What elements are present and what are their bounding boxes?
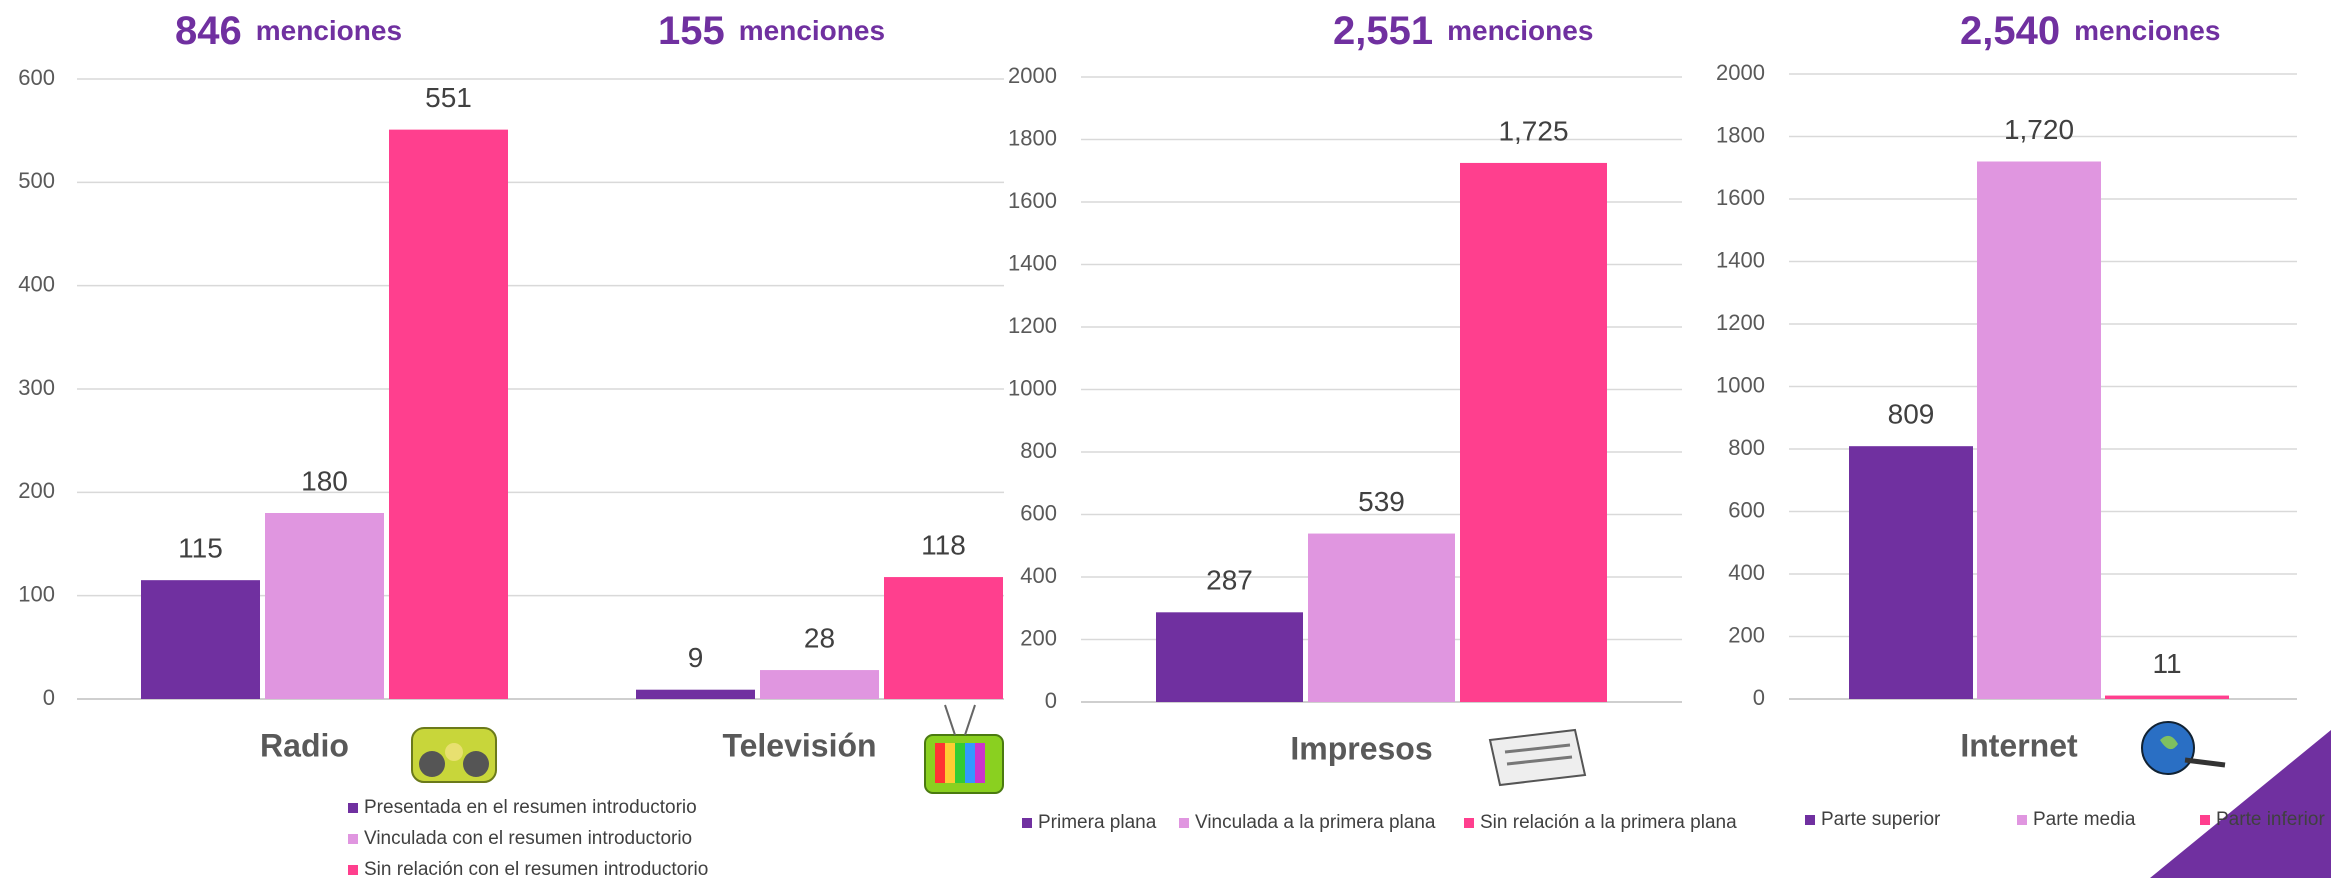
y-tick-label: 800 [1020,438,1057,463]
y-tick-label: 1200 [1716,310,1765,335]
legend-swatch [348,865,358,875]
bar [1460,162,1607,702]
y-tick-label: 1600 [1008,188,1057,213]
bar [2105,695,2229,699]
category-label: Radio [260,727,349,763]
data-label: 1,725 [1498,115,1568,146]
y-tick-label: 1800 [1008,125,1057,150]
y-tick-label: 1400 [1716,247,1765,272]
bar [1308,533,1455,702]
data-label: 180 [301,465,348,496]
legend-label: Parte inferior [2216,809,2325,830]
y-tick-label: 2000 [1716,60,1765,85]
y-tick-label: 2000 [1008,63,1057,88]
y-tick-label: 600 [18,65,55,90]
legend-label: Vinculada con el resumen introductorio [364,828,692,849]
y-tick-label: 300 [18,375,55,400]
mention-total: 155 menciones [658,9,885,53]
category-label: Televisión [722,727,876,763]
legend-swatch [348,834,358,844]
category-label: Impresos [1290,730,1432,766]
data-label: 551 [425,82,472,113]
y-tick-label: 400 [1728,560,1765,585]
mention-text: menciones [256,15,402,46]
data-label: 1,720 [2004,114,2074,145]
mention-text: menciones [1447,15,1593,46]
y-tick-label: 600 [1020,500,1057,525]
newspaper-icon [1488,728,1587,787]
legend-label: Primera plana [1038,812,1157,833]
corner-decoration [2150,730,2331,878]
bar [265,513,384,699]
category-label: Internet [1960,727,2078,763]
legend-swatch [1022,818,1032,828]
bar [760,670,879,699]
tv-icon [924,704,1004,794]
y-tick-label: 200 [18,478,55,503]
mention-number: 2,551 [1333,9,1433,53]
mention-number: 155 [658,9,725,53]
data-label: 9 [688,642,704,673]
bar [1849,446,1973,699]
legend-swatch [2017,815,2027,825]
bar [636,689,755,699]
bar [1977,161,2101,699]
y-tick-label: 1200 [1008,313,1057,338]
legend-swatch [2200,815,2210,825]
data-label: 287 [1206,565,1253,596]
legend-swatch [1464,818,1474,828]
y-tick-label: 600 [1728,497,1765,522]
internet-icon [2141,721,2226,775]
data-label: 809 [1888,399,1935,430]
bar [884,577,1003,699]
bar [141,580,260,699]
bar [389,129,508,700]
mention-total: 2,540 menciones [1960,9,2220,53]
y-tick-label: 1600 [1716,185,1765,210]
y-tick-label: 200 [1728,622,1765,647]
data-label: 11 [2152,648,2181,679]
data-label: 539 [1358,486,1405,517]
mention-number: 2,540 [1960,9,2060,53]
data-label: 115 [178,533,223,564]
mention-total: 846 menciones [175,9,402,53]
y-tick-label: 1800 [1716,122,1765,147]
legend-swatch [1805,815,1815,825]
data-label: 28 [804,622,835,653]
y-tick-label: 0 [1045,688,1057,713]
mention-total: 2,551 menciones [1333,9,1593,53]
legend-label: Vinculada a la primera plana [1195,812,1436,833]
legend-label: Parte media [2033,809,2136,830]
radio-icon [411,727,497,783]
mention-number: 846 [175,9,242,53]
y-tick-label: 100 [18,581,55,606]
legend-label: Sin relación con el resumen introductori… [364,859,708,878]
y-tick-label: 400 [1020,563,1057,588]
legend-label: Parte superior [1821,809,1941,830]
y-tick-label: 0 [1753,685,1765,710]
data-label: 118 [921,529,966,560]
legend-swatch [1179,818,1189,828]
y-tick-label: 500 [18,168,55,193]
legend-label: Presentada en el resumen introductorio [364,797,697,818]
y-tick-label: 0 [43,685,55,710]
y-tick-label: 200 [1020,625,1057,650]
mention-text: menciones [2074,15,2220,46]
y-tick-label: 1400 [1008,250,1057,275]
legend-swatch [348,803,358,813]
mention-text: menciones [739,15,885,46]
y-tick-label: 1000 [1008,375,1057,400]
y-tick-label: 800 [1728,435,1765,460]
y-tick-label: 400 [18,271,55,296]
y-tick-label: 1000 [1716,372,1765,397]
legend-label: Sin relación a la primera plana [1480,812,1737,833]
bar [1156,612,1303,702]
